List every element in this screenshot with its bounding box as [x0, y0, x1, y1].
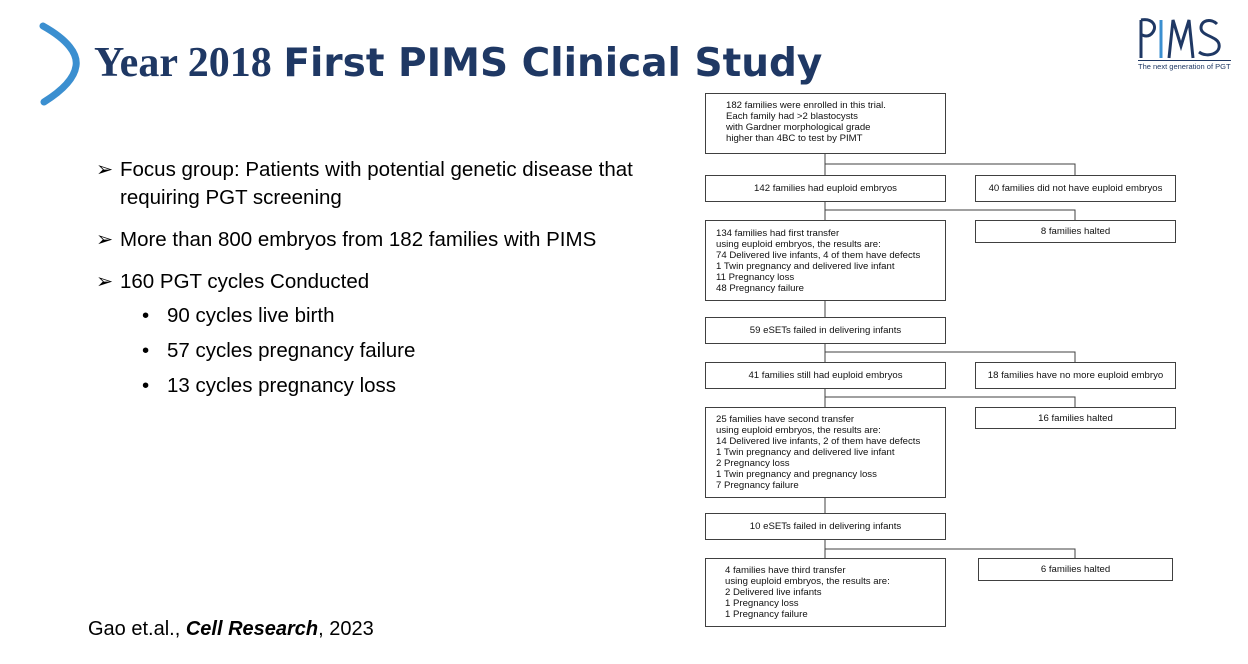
flow-text: 10 eSETs failed in delivering infants — [749, 521, 902, 532]
flow-line: 1 Pregnancy loss — [725, 598, 799, 609]
dot-bullet-icon: • — [142, 374, 150, 397]
flow-box-halted-1: 8 families halted — [975, 220, 1176, 243]
bullet-text: More than 800 embryos from 182 families … — [120, 228, 597, 251]
flow-line: 1 Twin pregnancy and pregnancy loss — [716, 469, 877, 480]
flow-text: 142 families had euploid embryos — [754, 183, 897, 194]
flow-line: using euploid embryos, the results are: — [716, 425, 881, 436]
bullet-item: ➢ More than 800 embryos from 182 familie… — [96, 226, 686, 254]
sub-bullet-text: 90 cycles live birth — [167, 304, 335, 327]
flow-line: 4 families have third transfer — [725, 565, 846, 576]
flow-text: 8 families halted — [1040, 226, 1111, 237]
flow-text: 16 families halted — [1038, 413, 1113, 424]
bullet-text: Focus group: Patients with potential gen… — [120, 158, 633, 209]
flow-line: 182 families were enrolled in this trial… — [726, 100, 886, 111]
dot-bullet-icon: • — [142, 304, 150, 327]
bullet-text: 160 PGT cycles Conducted — [120, 270, 370, 293]
flow-box-still-euploid: 41 families still had euploid embryos — [705, 362, 946, 389]
flow-text: 41 families still had euploid embryos — [748, 370, 903, 381]
title-rest: First PIMS Clinical Study — [283, 41, 823, 86]
citation-journal: Cell Research — [185, 618, 319, 640]
sub-bullet-item: • 13 cycles pregnancy loss — [96, 372, 686, 400]
flow-line: 14 Delivered live infants, 2 of them hav… — [716, 436, 921, 447]
flow-box-no-euploid: 40 families did not have euploid embryos — [975, 175, 1176, 202]
flow-box-no-more-euploid: 18 families have no more euploid embryo — [975, 362, 1176, 389]
flow-line: 48 Pregnancy failure — [716, 283, 804, 294]
citation-year: , 2023 — [318, 618, 374, 640]
flow-box-enrolled: 182 families were enrolled in this trial… — [705, 93, 946, 154]
flow-line: 2 Delivered live infants — [725, 587, 822, 598]
bullet-list: ➢ Focus group: Patients with potential g… — [96, 156, 686, 407]
flow-line: with Gardner morphological grade — [726, 122, 871, 133]
flow-box-third-transfer: 4 families have third transfer using eup… — [705, 558, 946, 627]
flow-line: 1 Twin pregnancy and delivered live infa… — [716, 261, 895, 272]
pims-logo — [1139, 18, 1221, 59]
flow-text: 40 families did not have euploid embryos — [988, 183, 1163, 194]
bullet-item: ➢ 160 PGT cycles Conducted — [96, 268, 686, 296]
slide-title: Year 2018 First PIMS Clinical Study — [94, 38, 822, 88]
flow-line: 25 families have second transfer — [716, 414, 855, 425]
flow-box-second-transfer: 25 families have second transfer using e… — [705, 407, 946, 498]
flow-line: 2 Pregnancy loss — [716, 458, 790, 469]
flow-line: using euploid embryos, the results are: — [716, 239, 881, 250]
sub-bullet-text: 57 cycles pregnancy failure — [167, 339, 416, 362]
chevron-right-icon — [39, 22, 80, 106]
flow-text: 18 families have no more euploid embryo — [987, 370, 1164, 381]
dot-bullet-icon: • — [142, 339, 150, 362]
flow-box-failed-1: 59 eSETs failed in delivering infants — [705, 317, 946, 344]
flow-line: 134 families had first transfer — [716, 228, 840, 239]
citation-authors: Gao et.al., — [88, 618, 186, 640]
sub-bullet-text: 13 cycles pregnancy loss — [167, 374, 397, 397]
flow-box-halted-3: 6 families halted — [978, 558, 1173, 581]
bullet-item: ➢ Focus group: Patients with potential g… — [96, 156, 686, 212]
flow-text: 6 families halted — [1040, 564, 1111, 575]
flow-box-halted-2: 16 families halted — [975, 407, 1176, 429]
sub-bullet-item: • 57 cycles pregnancy failure — [96, 337, 686, 365]
flow-line: 1 Pregnancy failure — [725, 609, 808, 620]
flow-line: higher than 4BC to test by PIMT — [726, 133, 863, 144]
flow-box-first-transfer: 134 families had first transfer using eu… — [705, 220, 946, 301]
flow-line: 11 Pregnancy loss — [716, 272, 795, 283]
sub-bullet-item: • 90 cycles live birth — [96, 302, 686, 330]
flow-text: 59 eSETs failed in delivering infants — [749, 325, 902, 336]
flow-box-euploid: 142 families had euploid embryos — [705, 175, 946, 202]
flow-box-failed-2: 10 eSETs failed in delivering infants — [705, 513, 946, 540]
title-year: Year 2018 — [94, 40, 272, 86]
citation: Gao et.al., Cell Research, 2023 — [88, 618, 374, 641]
logo-tagline: The next generation of PGT — [1138, 60, 1231, 71]
arrow-bullet-icon: ➢ — [96, 270, 114, 293]
arrow-bullet-icon: ➢ — [96, 158, 114, 181]
flow-line: 74 Delivered live infants, 4 of them hav… — [716, 250, 921, 261]
flow-line: 1 Twin pregnancy and delivered live infa… — [716, 447, 895, 458]
flow-line: using euploid embryos, the results are: — [725, 576, 890, 587]
arrow-bullet-icon: ➢ — [96, 228, 114, 251]
flow-line: 7 Pregnancy failure — [716, 480, 799, 491]
flow-line: Each family had >2 blastocysts — [726, 111, 858, 122]
